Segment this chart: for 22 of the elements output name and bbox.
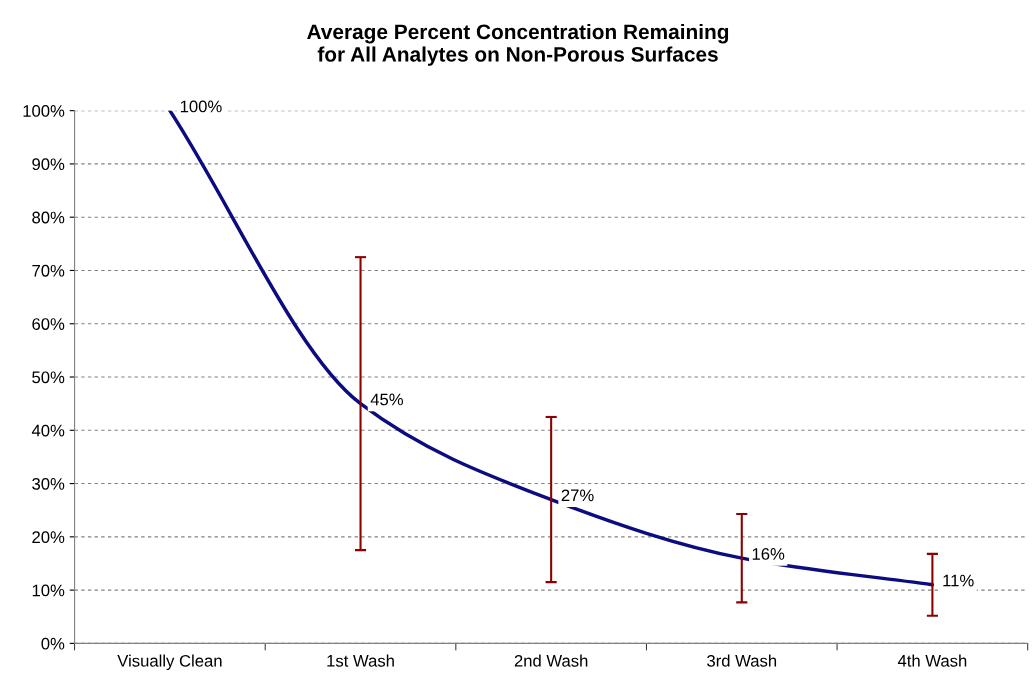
data-label: 16% [752, 548, 785, 560]
y-tick-label: 100% [23, 105, 65, 117]
y-tick-label: 40% [31, 424, 65, 437]
data-label: 11% [943, 574, 974, 587]
y-tick-label: 10% [32, 584, 65, 597]
y-tick-label: 60% [32, 318, 65, 330]
y-tick-label: 20% [32, 531, 65, 544]
data-label: 100% [180, 100, 222, 113]
x-tick-label: 4th Wash [897, 654, 967, 667]
chart-title: Average Percent Concentration Remaining for All Analytes on Non-Porous Surfaces [307, 23, 729, 66]
y-tick-label: 0% [41, 637, 65, 650]
y-tick-label: 30% [32, 477, 65, 490]
y-tick-label: 80% [32, 211, 65, 224]
y-tick-label: 50% [32, 371, 65, 384]
data-label: 27% [561, 489, 594, 502]
y-tick-label: 70% [32, 264, 65, 277]
x-tick-label: 3rd Wash [707, 654, 777, 667]
data-label: 45% [370, 393, 404, 406]
x-tick-label: 1st Wash [327, 654, 394, 667]
y-tick-label: 90% [32, 158, 65, 171]
x-tick-label: 2nd Wash [514, 654, 588, 667]
x-tick-label: Visually Clean [117, 654, 222, 671]
